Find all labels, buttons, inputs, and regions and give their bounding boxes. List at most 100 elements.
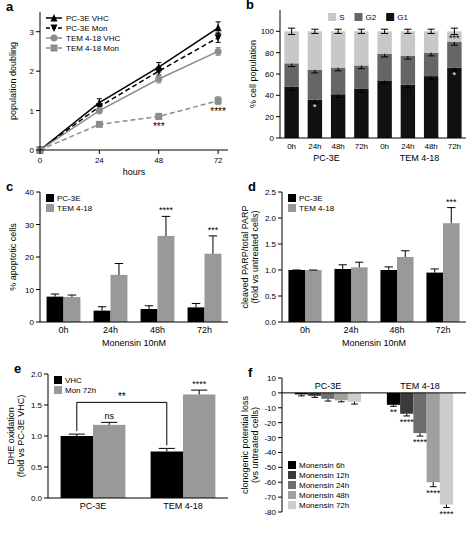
x-tick: [99, 150, 100, 154]
line: [40, 101, 218, 150]
annotation: *: [313, 102, 317, 112]
y-tick: [36, 257, 40, 258]
legend-label: G2: [366, 13, 377, 22]
y-tick-label: 2.0: [31, 370, 43, 379]
annotation: ****: [210, 106, 226, 117]
point: [215, 48, 222, 55]
x-tick: [40, 150, 41, 154]
error-bar: [381, 29, 388, 33]
legend-swatch: [288, 204, 296, 212]
error-bar: [216, 33, 221, 42]
x-tick-label: PC-3E: [80, 501, 107, 511]
bar: [401, 56, 415, 85]
point: [96, 107, 103, 114]
legend-swatch: [386, 13, 394, 21]
legend-label: PC-3E: [57, 194, 81, 203]
error-bar: [101, 422, 117, 424]
y-tick-label: 1.0: [31, 432, 43, 441]
error-bar: [98, 307, 106, 311]
y-tick: [278, 422, 282, 423]
bar: [284, 87, 298, 138]
legend-label: PC-3E Mon: [66, 24, 107, 33]
y-tick-label: -40: [264, 448, 276, 457]
point: [215, 97, 222, 104]
bar: [284, 31, 298, 63]
panel: e0.00.51.01.52.0DHE oxidation(fold vs PC…: [6, 361, 228, 511]
x-tick-label: TEM 4-18: [400, 381, 440, 391]
legend-marker: [51, 35, 58, 42]
y-label: (fold vs untreated cells): [250, 210, 260, 303]
plot-area: [61, 390, 216, 498]
x-tick-label: 48h: [150, 325, 165, 335]
bar: [64, 297, 81, 322]
annotation: *: [453, 70, 457, 80]
group-label: PC-3E: [313, 153, 340, 163]
y-tick: [278, 452, 282, 453]
y-tick: [278, 467, 282, 468]
y-tick: [36, 289, 40, 290]
error-bar: [338, 400, 345, 401]
x-label: hours: [123, 167, 146, 177]
y-tick: [276, 138, 280, 139]
y-tick: [278, 378, 282, 379]
error-bar: [401, 251, 409, 257]
x-tick-label: 48: [154, 156, 163, 165]
annotation: ****: [439, 509, 454, 519]
x-tick-label: 0h: [287, 142, 296, 151]
y-tick-label: -50: [264, 463, 276, 472]
y-tick-label: 10: [267, 374, 276, 383]
error-bar: [325, 399, 332, 401]
y-tick: [36, 192, 40, 193]
bracket: [77, 402, 167, 445]
y-label: population doubling: [8, 42, 18, 120]
bar: [151, 452, 183, 499]
plot-area: [284, 28, 461, 138]
error-bar: [447, 208, 455, 224]
bar: [158, 236, 175, 322]
error-bar: [97, 107, 102, 113]
legend-swatch: [288, 194, 296, 202]
bar: [188, 307, 205, 322]
panel: f-80-70-60-50-40-30-20-10010clonogenic p…: [240, 365, 466, 519]
x-axis: [40, 150, 228, 151]
y-axis: [282, 378, 283, 512]
bar: [205, 254, 222, 322]
legend-label: S: [339, 13, 344, 22]
panel-label: f: [248, 365, 253, 380]
panel-label: d: [248, 179, 256, 194]
error-bar: [216, 22, 221, 34]
y-tick-label: 0: [30, 146, 35, 155]
y-tick-label: 0: [272, 389, 277, 398]
x-axis: [40, 322, 228, 323]
x-axis: [280, 138, 466, 139]
bar: [308, 31, 322, 69]
point: [215, 24, 222, 32]
annotation: ****: [413, 437, 428, 447]
error-bar: [216, 97, 221, 105]
y-tick: [36, 31, 40, 32]
y-tick: [278, 270, 282, 271]
y-axis: [40, 12, 41, 150]
y-tick: [36, 150, 40, 151]
panel-label: b: [246, 0, 254, 12]
bar: [47, 297, 64, 322]
y-tick-label: 100: [261, 27, 275, 36]
panel-label: e: [14, 361, 21, 376]
bar: [335, 393, 348, 400]
bar: [377, 54, 391, 81]
annotation: ****: [192, 379, 207, 389]
bar: [380, 270, 397, 322]
legend-label: TEM 4-18 VHC: [66, 34, 120, 43]
line: [40, 38, 218, 150]
bar: [354, 89, 368, 138]
error-bar: [403, 414, 410, 416]
point: [155, 68, 162, 76]
legend-swatch: [288, 471, 296, 479]
annotation: ****: [159, 205, 174, 215]
annotation: ****: [400, 417, 415, 427]
error-bar: [431, 269, 439, 273]
y-tick-label: 2.5: [265, 188, 277, 197]
error-bar: [293, 270, 301, 271]
error-bar: [69, 434, 85, 436]
bar: [334, 269, 351, 322]
